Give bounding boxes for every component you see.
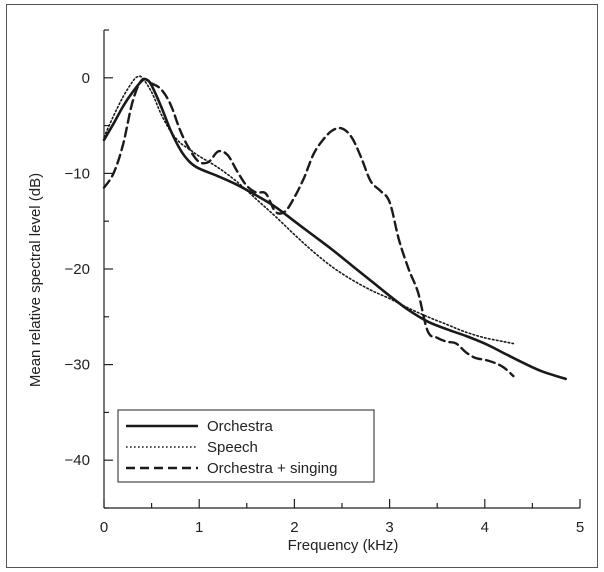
series-layer [102, 75, 567, 381]
series-line-speech [103, 75, 515, 345]
y-ticks: 0 −10 −20 −30 −40 [65, 29, 113, 509]
x-tick-label: 3 [385, 519, 393, 536]
series-line-orchestra-singing [102, 77, 515, 378]
legend-label-orchestra: Orchestra [207, 418, 274, 435]
y-tick-label: −10 [65, 165, 90, 182]
y-tick-label: 0 [82, 70, 90, 87]
x-ticks: 0 1 2 3 4 5 [100, 499, 584, 536]
y-axis-title: Mean relative spectral level (dB) [27, 173, 44, 387]
x-axis-title: Frequency (kHz) [288, 537, 399, 554]
x-tick-label: 2 [290, 519, 298, 536]
x-tick-label: 0 [100, 519, 108, 536]
x-tick-label: 4 [481, 519, 489, 536]
y-tick-label: −20 [65, 261, 90, 278]
legend-label-orchestra-singing: Orchestra + singing [207, 460, 337, 477]
x-tick-label: 1 [195, 519, 203, 536]
legend-box [117, 409, 375, 483]
series-line-orchestra [102, 77, 567, 381]
y-tick-label: −40 [65, 452, 90, 469]
legend: Orchestra Speech Orchestra + singing [117, 409, 375, 483]
x-tick-label: 5 [576, 519, 584, 536]
y-tick-label: −30 [65, 357, 90, 374]
legend-label-speech: Speech [207, 439, 258, 456]
